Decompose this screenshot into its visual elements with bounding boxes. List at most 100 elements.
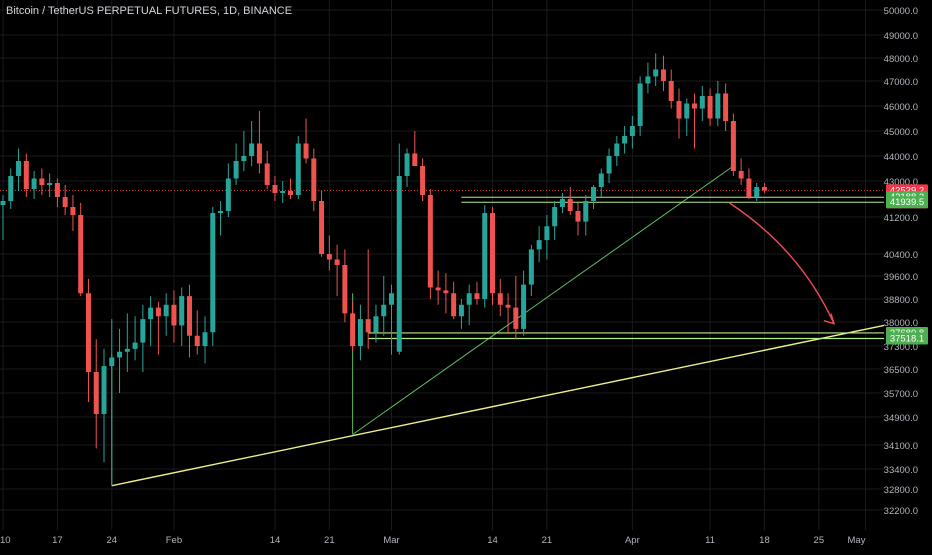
candle-body	[435, 287, 441, 291]
candle-body	[373, 316, 379, 333]
candle-body	[202, 332, 208, 346]
candle-body	[109, 357, 115, 367]
candle-body	[62, 197, 68, 207]
price-label-text: 41939.5	[890, 197, 924, 208]
price-labels: 42529.214:21:5342188.241939.537680.83751…	[886, 184, 928, 345]
y-tick-label: 40400.0	[884, 250, 918, 261]
x-tick-label: 14	[487, 535, 498, 546]
candle-body	[513, 307, 519, 329]
y-tick-label: 33400.0	[884, 465, 918, 476]
candle-body	[575, 211, 581, 222]
candle-body	[466, 293, 472, 305]
chart-title: Bitcoin / TetherUS PERPETUAL FUTURES, 1D…	[6, 5, 293, 17]
candle-body	[132, 342, 138, 349]
candle-body	[606, 156, 612, 174]
candle-body	[155, 307, 161, 317]
price-axis: 50000.0 49000.0 48000.0 47000.0 46000.0 45000…	[884, 6, 918, 517]
candle-body	[567, 199, 573, 211]
y-tick-label: 32800.0	[884, 485, 918, 496]
y-tick-label: 49000.0	[884, 31, 918, 42]
candle-body	[256, 143, 262, 164]
candle-body	[622, 136, 628, 144]
candle-body	[303, 143, 309, 159]
candle-body	[443, 290, 449, 294]
candle-body	[754, 187, 760, 197]
candle-body	[241, 156, 247, 161]
candle-body	[171, 304, 177, 326]
y-tick-label: 48000.0	[884, 54, 918, 65]
candle-body	[16, 161, 22, 176]
candle-body	[761, 187, 767, 191]
candle-body	[660, 69, 666, 81]
candle-body	[194, 335, 200, 346]
x-tick-label: 25	[814, 535, 825, 546]
candle-body	[738, 171, 744, 179]
candle-body	[31, 178, 37, 189]
candle-body	[225, 178, 231, 211]
drawings-front	[729, 202, 836, 325]
candle-body	[458, 304, 464, 317]
candle-body	[730, 121, 736, 171]
candle-body	[357, 319, 363, 346]
y-tick-label: 47000.0	[884, 77, 918, 88]
candle-body	[163, 304, 169, 317]
candle-body	[645, 76, 651, 84]
candle-body	[218, 211, 224, 213]
x-tick-label: May	[848, 535, 866, 546]
candle-body	[117, 351, 123, 358]
candle-body	[707, 96, 713, 119]
candle-body	[528, 249, 534, 285]
y-tick-label: 38000.0	[884, 318, 918, 329]
candle-body	[124, 348, 130, 352]
candle-body	[287, 191, 293, 195]
yellow-trendline	[111, 324, 885, 487]
x-tick-label: 17	[52, 535, 63, 546]
candle-body	[614, 143, 620, 156]
candle-body	[70, 207, 76, 215]
candle-body	[179, 296, 185, 326]
x-tick-label: 21	[542, 535, 553, 546]
candle-body	[47, 183, 53, 185]
x-tick-label: 11	[705, 535, 715, 546]
candle-body	[536, 240, 542, 250]
y-tick-label: 34900.0	[884, 413, 918, 424]
price-label-box	[886, 332, 928, 345]
candle-body	[389, 293, 394, 305]
candle-body	[723, 93, 729, 121]
candle-body	[365, 319, 371, 333]
candle-body	[598, 173, 604, 187]
candle-body	[311, 158, 317, 201]
candle-body	[544, 226, 550, 241]
candle-body	[412, 153, 418, 166]
candle-body	[497, 293, 503, 305]
arrow-head	[823, 313, 836, 325]
candle-body	[295, 143, 301, 195]
candle-body	[668, 81, 674, 101]
candle-body	[326, 254, 332, 260]
price-label-text: 37518.1	[890, 334, 924, 345]
candle-body	[210, 213, 216, 333]
candle-body	[85, 293, 91, 372]
candle-body	[746, 178, 752, 197]
candle-body	[381, 304, 387, 317]
candle-body	[427, 195, 433, 288]
candle-body	[583, 201, 589, 222]
candle-body	[233, 161, 239, 179]
candle-body	[93, 372, 99, 414]
y-tick-label: 36500.0	[884, 365, 918, 376]
candle-body	[396, 176, 402, 352]
candle-body	[23, 161, 29, 189]
candle-body	[350, 313, 356, 346]
x-tick-label: 10	[0, 535, 11, 546]
y-tick-label: 45000.0	[884, 127, 918, 138]
y-tick-label: 50000.0	[884, 6, 918, 17]
candle-body	[8, 176, 14, 201]
candle-body	[264, 163, 270, 185]
x-tick-label: Apr	[625, 535, 640, 546]
x-tick-label: 14	[270, 535, 281, 546]
candles	[0, 53, 767, 486]
candle-body	[505, 304, 511, 308]
candle-body	[101, 366, 107, 414]
